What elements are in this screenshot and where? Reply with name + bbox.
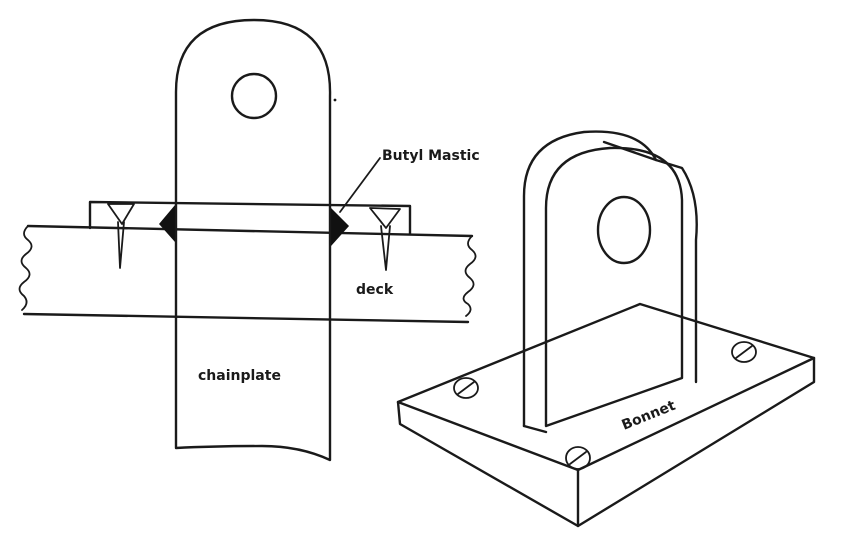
label-chainplate: chainplate — [198, 368, 281, 384]
bonnet-screw-right — [731, 341, 757, 363]
bonnet-tab-back — [522, 130, 698, 428]
screw-left-shank — [117, 221, 125, 269]
ink-dot — [333, 98, 337, 102]
label-butyl-mastic: Butyl Mastic — [382, 148, 480, 164]
bonnet-hole — [596, 195, 652, 265]
deck-top-edge — [26, 224, 474, 238]
bonnet-tab-front — [544, 146, 684, 428]
screw-left-head — [107, 203, 135, 225]
label-deck: deck — [356, 282, 394, 298]
bonnet-screw-left — [453, 377, 479, 399]
chainplate-outline — [174, 18, 332, 462]
butyl-mastic-right — [329, 206, 350, 248]
chainplate-hole — [230, 72, 278, 120]
butyl-mastic-left — [159, 202, 177, 244]
bonnet-screw-front — [565, 446, 591, 470]
deck-break-left — [18, 225, 33, 311]
screw-right-head — [369, 207, 401, 229]
deck-section — [18, 224, 477, 324]
bonnet-base-top — [396, 302, 816, 472]
chainplate-strap — [174, 18, 337, 462]
deck-bottom-edge — [22, 312, 470, 324]
label-bonnet: Bonnet — [620, 398, 679, 434]
butyl-mastic-leader — [339, 157, 381, 213]
bonnet-section — [88, 157, 412, 271]
bonnet-base-thickness — [396, 356, 816, 528]
screw-right-shank — [380, 225, 391, 271]
bonnet-3d — [396, 130, 816, 528]
bonnet-tab-base — [522, 424, 548, 434]
deck-break-right — [462, 235, 477, 317]
bonnet-flange — [88, 200, 412, 236]
bonnet-tab-top-edge — [602, 140, 658, 162]
